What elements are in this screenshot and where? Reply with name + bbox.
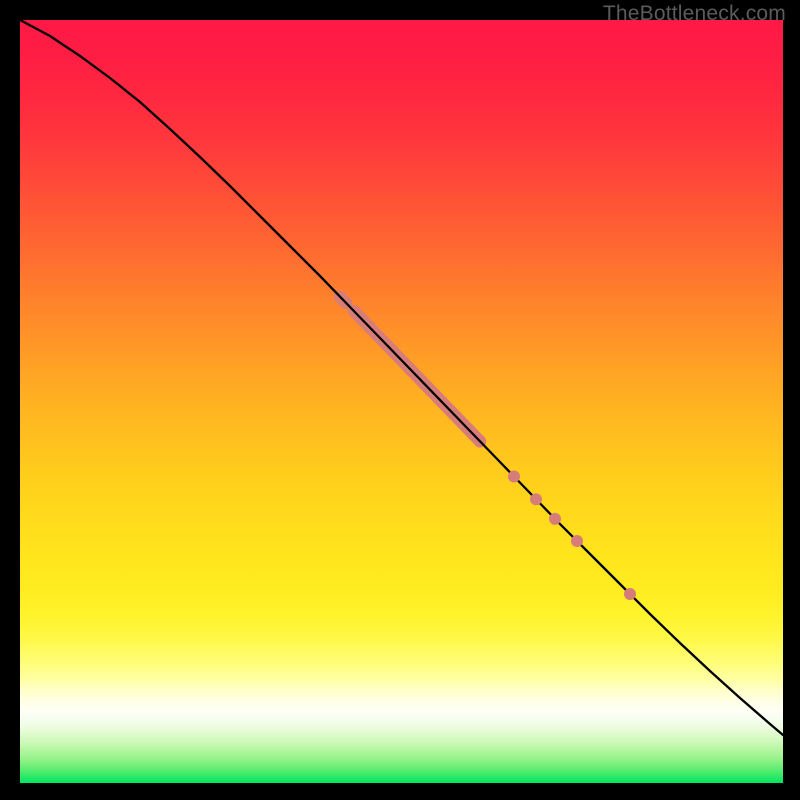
data-point [530, 493, 542, 505]
data-point [549, 513, 561, 525]
data-point [571, 535, 583, 547]
gradient-background [20, 20, 783, 783]
chart-frame: TheBottleneck.com [0, 0, 800, 800]
plot-area [20, 20, 783, 783]
chart-svg [20, 20, 783, 783]
data-point [508, 470, 520, 482]
data-point [624, 588, 636, 600]
